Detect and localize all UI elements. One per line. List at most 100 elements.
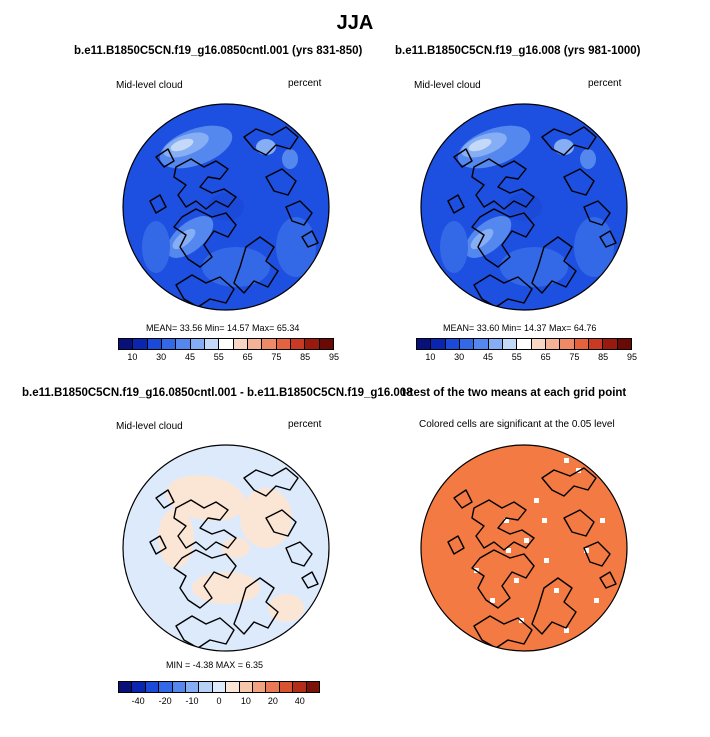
colorbar-swatch: [488, 339, 503, 349]
panel-tl-variable-label: Mid-level cloud: [116, 80, 183, 91]
colorbar-tick-label: 10: [425, 352, 436, 362]
coastline: [233, 236, 279, 294]
colorbar-swatch: [186, 682, 200, 692]
map-contour-region: [222, 538, 250, 558]
coastline: [233, 577, 279, 635]
panel-tr-variable-label: Mid-level cloud: [414, 80, 481, 91]
colorbar-swatch: [474, 339, 489, 349]
map-boundary: [122, 444, 330, 652]
map-tl-cloud-control: [122, 103, 330, 311]
panel-tr-title: b.e11.B1850C5CN.f19_g16.008 (yrs 981-100…: [395, 45, 641, 57]
coastline: [173, 158, 237, 210]
map-boundary: [420, 103, 628, 311]
map-contour-region: [554, 139, 574, 155]
coastline: [175, 274, 235, 308]
map-contour-region: [170, 138, 194, 152]
colorbar-swatch: [212, 682, 227, 692]
non-significant-cell: [600, 518, 605, 523]
colorbar-swatch: [545, 339, 561, 349]
map-boundary: [122, 103, 330, 311]
non-significant-cell: [554, 588, 559, 593]
map-contour-region: [158, 508, 194, 568]
colorbar-tick-label: 95: [328, 352, 340, 362]
colorbar-tick-label: 40: [294, 696, 305, 706]
coastline: [531, 236, 577, 294]
colorbar-swatch: [417, 339, 432, 349]
coastline: [541, 126, 597, 156]
non-significant-cell: [504, 518, 509, 523]
coastline: [599, 230, 617, 248]
colorbar-swatch: [290, 339, 306, 349]
colorbar-bl: [118, 681, 320, 693]
coastline: [173, 208, 237, 268]
panel-tr-stats: MEAN= 33.60 Min= 14.37 Max= 64.76: [443, 323, 597, 333]
colorbar-swatch: [445, 339, 460, 349]
colorbar-swatch: [133, 339, 148, 349]
coastline: [531, 577, 577, 635]
colorbar-swatch: [431, 339, 446, 349]
colorbar-swatch: [199, 682, 213, 692]
coastline: [563, 509, 595, 537]
colorbar-swatch: [293, 682, 307, 692]
map-contour-region: [256, 139, 276, 155]
colorbar-tick-label: 55: [213, 352, 224, 362]
coastline: [301, 571, 319, 589]
colorbar-bl-ticks: -40 -20 -10 0 10 20 40: [118, 696, 320, 708]
colorbar-tr-ticks: 10 30 45 55 65 75 85 95: [416, 352, 637, 364]
panel-tr-units-label: percent: [588, 78, 622, 89]
colorbar-swatch: [145, 682, 160, 692]
map-contour-region: [268, 594, 304, 622]
coastline: [583, 200, 611, 226]
colorbar-tick-label: 85: [598, 352, 609, 362]
colorbar-swatch: [305, 339, 320, 349]
map-contour-region: [208, 193, 244, 221]
map-bl-cloud-difference: [122, 444, 330, 652]
coastline: [447, 194, 465, 214]
colorbar-tl: [118, 338, 334, 350]
colorbar-swatch: [161, 339, 177, 349]
colorbar-tick-label: 85: [300, 352, 311, 362]
colorbar-tick-label: -10: [185, 696, 199, 706]
coastline: [471, 158, 535, 210]
non-significant-cell: [490, 598, 495, 603]
colorbar-tr: [416, 338, 632, 350]
panel-tl-title: b.e11.B1850C5CN.f19_g16.0850cntl.001 (yr…: [74, 45, 363, 57]
colorbar-tick-label: 30: [454, 352, 465, 362]
coastline: [155, 489, 175, 509]
colorbar-swatch: [176, 339, 191, 349]
colorbar-swatch: [459, 339, 475, 349]
non-significant-cell: [584, 548, 589, 553]
map-boundary: [420, 444, 628, 652]
colorbar-tick-label: 65: [540, 352, 551, 362]
non-significant-cell: [542, 518, 547, 523]
coastline: [541, 467, 597, 497]
colorbar-swatch: [266, 682, 280, 692]
coastline: [149, 535, 167, 555]
coastline: [173, 549, 237, 609]
panel-tl-stats: MEAN= 33.56 Min= 14.57 Max= 65.34: [146, 323, 300, 333]
colorbar-swatch: [603, 339, 618, 349]
map-br-significance: [420, 444, 628, 652]
coastline: [471, 208, 535, 268]
colorbar-swatch: [319, 339, 333, 349]
colorbar-tick-label: 10: [127, 352, 138, 362]
colorbar-swatch: [617, 339, 631, 349]
non-significant-cell: [564, 458, 569, 463]
panel-bl-title: b.e11.B1850C5CN.f19_g16.0850cntl.001 - b…: [22, 387, 413, 399]
colorbar-swatch: [172, 682, 187, 692]
map-background: [421, 445, 627, 651]
non-significant-cell: [534, 498, 539, 503]
colorbar-swatch: [279, 682, 294, 692]
coastline: [285, 541, 313, 567]
coastline: [583, 541, 611, 567]
coastline: [471, 549, 535, 609]
panel-bl-stats: MIN = -4.38 MAX = 6.35: [166, 660, 264, 670]
colorbar-swatch: [119, 682, 133, 692]
non-significant-cell: [544, 558, 549, 563]
non-significant-cell: [506, 548, 511, 553]
coastline: [173, 499, 237, 551]
colorbar-swatch: [531, 339, 546, 349]
colorbar-swatch: [247, 339, 263, 349]
colorbar-tick-label: 75: [569, 352, 580, 362]
colorbar-swatch: [253, 682, 267, 692]
